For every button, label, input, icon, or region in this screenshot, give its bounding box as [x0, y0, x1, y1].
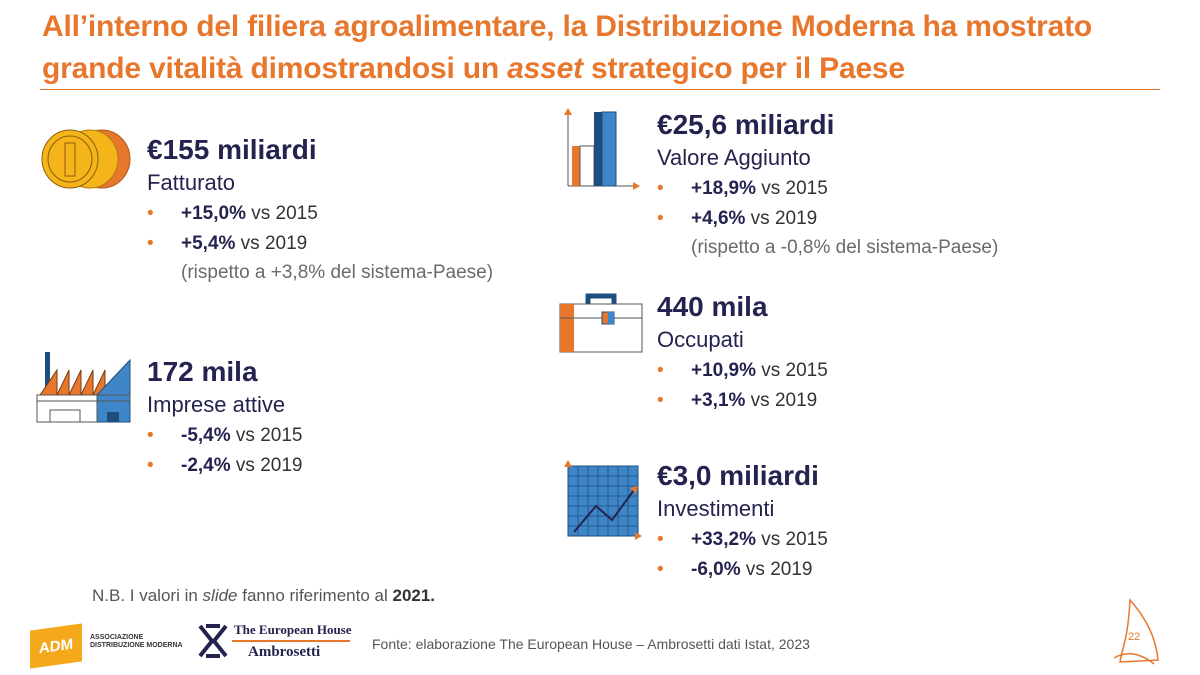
stat-bullet: -6,0% vs 2019 [657, 555, 828, 585]
stat-block-imprese: 172 mila Imprese attive -5,4% vs 2015 -2… [147, 355, 302, 481]
bullet-value: -6,0% [691, 559, 741, 580]
stat-block-fatturato: €155 miliardi Fatturato +15,0% vs 2015 +… [147, 133, 493, 287]
stat-bullet: +33,2% vs 2015 [657, 525, 828, 555]
coins-icon [41, 129, 131, 189]
source-text: Fonte: elaborazione The European House –… [372, 636, 810, 652]
stat-block-occupati: 440 mila Occupati +10,9% vs 2015 +3,1% v… [657, 290, 828, 416]
briefcase-icon [559, 293, 643, 353]
stat-bullet: +4,6% vs 2019 [657, 204, 998, 234]
stat-bullet: +15,0% vs 2015 [147, 199, 493, 229]
bullet-value: +15,0% [181, 203, 246, 224]
factory-icon [36, 352, 131, 423]
bullet-text: vs 2019 [745, 208, 818, 229]
footnote: N.B. I valori in slide fanno riferimento… [92, 586, 435, 606]
teh-logo-divider [232, 640, 350, 642]
stat-bullet: +5,4% vs 2019 [147, 229, 493, 259]
stat-label: Valore Aggiunto [657, 145, 811, 170]
sailboat-logo-icon [1113, 598, 1159, 665]
bullet-text: vs 2015 [230, 425, 303, 446]
adm-line-2: DISTRIBUZIONE MODERNA [90, 642, 183, 649]
stat-bullet: -2,4% vs 2019 [147, 451, 302, 481]
title-text: strategico per il Paese [582, 52, 905, 85]
teh-logo-mark-icon [198, 624, 228, 658]
bullet-text: vs 2019 [235, 233, 308, 254]
footnote-text: N.B. I valori in [92, 586, 203, 605]
title-line-1: All’interno del filiera agroalimentare, … [42, 10, 1093, 43]
stat-label: Imprese attive [147, 392, 286, 417]
title-text: grande vitalità dimostrandosi un [42, 52, 508, 85]
bullet-value: +3,1% [691, 390, 746, 411]
adm-logo: ADM [30, 623, 82, 669]
stat-bullet: +10,9% vs 2015 [657, 356, 828, 386]
stat-note: (rispetto a +3,8% del sistema-Paese) [181, 262, 494, 283]
adm-logo-text: ASSOCIAZIONE DISTRIBUZIONE MODERNA [90, 634, 183, 650]
bullet-value: -5,4% [181, 425, 231, 446]
bullet-text: vs 2015 [245, 203, 318, 224]
line-chart-icon [564, 460, 642, 540]
stat-note: (rispetto a -0,8% del sistema-Paese) [691, 237, 999, 258]
teh-logo-line-1: The European House [234, 622, 352, 637]
stat-label: Investimenti [657, 496, 775, 521]
stat-block-investimenti: €3,0 miliardi Investimenti +33,2% vs 201… [657, 459, 828, 585]
bar-chart-icon [564, 108, 640, 190]
bullet-value: +18,9% [691, 178, 756, 199]
bullet-text: vs 2015 [755, 529, 828, 550]
bullet-text: vs 2019 [740, 559, 813, 580]
stat-bullet: +3,1% vs 2019 [657, 386, 828, 416]
title-line-2: grande vitalità dimostrandosi un asset s… [42, 48, 1192, 90]
slide-title: All’interno del filiera agroalimentare, … [42, 6, 1192, 90]
stat-block-valore-aggiunto: €25,6 miliardi Valore Aggiunto +18,9% vs… [657, 108, 998, 262]
title-italic: asset [507, 52, 583, 85]
footnote-italic: slide [202, 586, 238, 605]
stat-headline: €155 miliardi [147, 134, 317, 165]
bullet-text: vs 2015 [755, 360, 828, 381]
stat-bullet: +18,9% vs 2015 [657, 174, 998, 204]
bullet-value: +4,6% [691, 208, 746, 229]
stat-headline: €3,0 miliardi [657, 460, 819, 491]
adm-line-1: ASSOCIAZIONE [90, 634, 144, 641]
bullet-value: +33,2% [691, 529, 756, 550]
stat-label: Occupati [657, 327, 744, 352]
bullet-text: vs 2019 [230, 455, 303, 476]
bullet-value: +5,4% [181, 233, 236, 254]
stat-headline: 172 mila [147, 356, 258, 387]
bullet-value: +10,9% [691, 360, 756, 381]
bullet-value: -2,4% [181, 455, 231, 476]
title-divider [40, 89, 1160, 90]
bullet-text: vs 2019 [745, 390, 818, 411]
stat-bullet: -5,4% vs 2015 [147, 421, 302, 451]
stat-label: Fatturato [147, 170, 236, 195]
footnote-year: 2021. [392, 586, 436, 605]
stat-headline: 440 mila [657, 291, 768, 322]
stat-headline: €25,6 miliardi [657, 109, 835, 140]
bullet-text: vs 2015 [755, 178, 828, 199]
page-number: 22 [1128, 631, 1141, 643]
teh-logo-line-2: Ambrosetti [248, 644, 321, 660]
teh-logo: The European House Ambrosetti [196, 622, 352, 665]
footnote-text: fanno riferimento al [237, 586, 393, 605]
